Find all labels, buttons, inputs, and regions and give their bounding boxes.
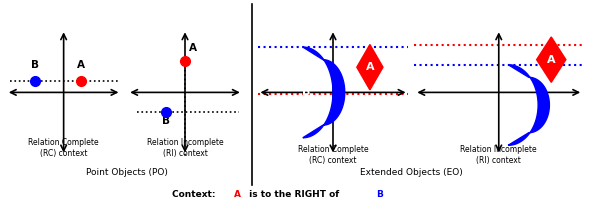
Polygon shape xyxy=(357,45,383,90)
Text: A: A xyxy=(77,60,85,70)
Text: Context:: Context: xyxy=(172,190,218,199)
Polygon shape xyxy=(508,65,549,145)
Text: Relation Complete
(RC) context: Relation Complete (RC) context xyxy=(28,138,99,158)
Text: Relation Complete
(RC) context: Relation Complete (RC) context xyxy=(298,145,368,165)
Text: A: A xyxy=(547,55,555,65)
Text: is to the RIGHT of: is to the RIGHT of xyxy=(246,190,342,199)
Text: Relation Incomplete
(RI) context: Relation Incomplete (RI) context xyxy=(147,138,223,158)
Text: B: B xyxy=(162,116,170,126)
Text: Point Objects (PO): Point Objects (PO) xyxy=(86,168,168,177)
Polygon shape xyxy=(536,37,566,82)
Text: A: A xyxy=(189,43,197,53)
Text: A: A xyxy=(366,62,374,72)
Text: B: B xyxy=(376,190,383,199)
Text: B: B xyxy=(302,87,310,97)
Polygon shape xyxy=(303,47,345,138)
Text: B: B xyxy=(31,60,39,70)
Text: Relation Incomplete
(RI) context: Relation Incomplete (RI) context xyxy=(461,145,537,165)
Text: B: B xyxy=(508,100,516,110)
Text: A: A xyxy=(234,190,241,199)
Text: Extended Objects (EO): Extended Objects (EO) xyxy=(360,168,463,177)
